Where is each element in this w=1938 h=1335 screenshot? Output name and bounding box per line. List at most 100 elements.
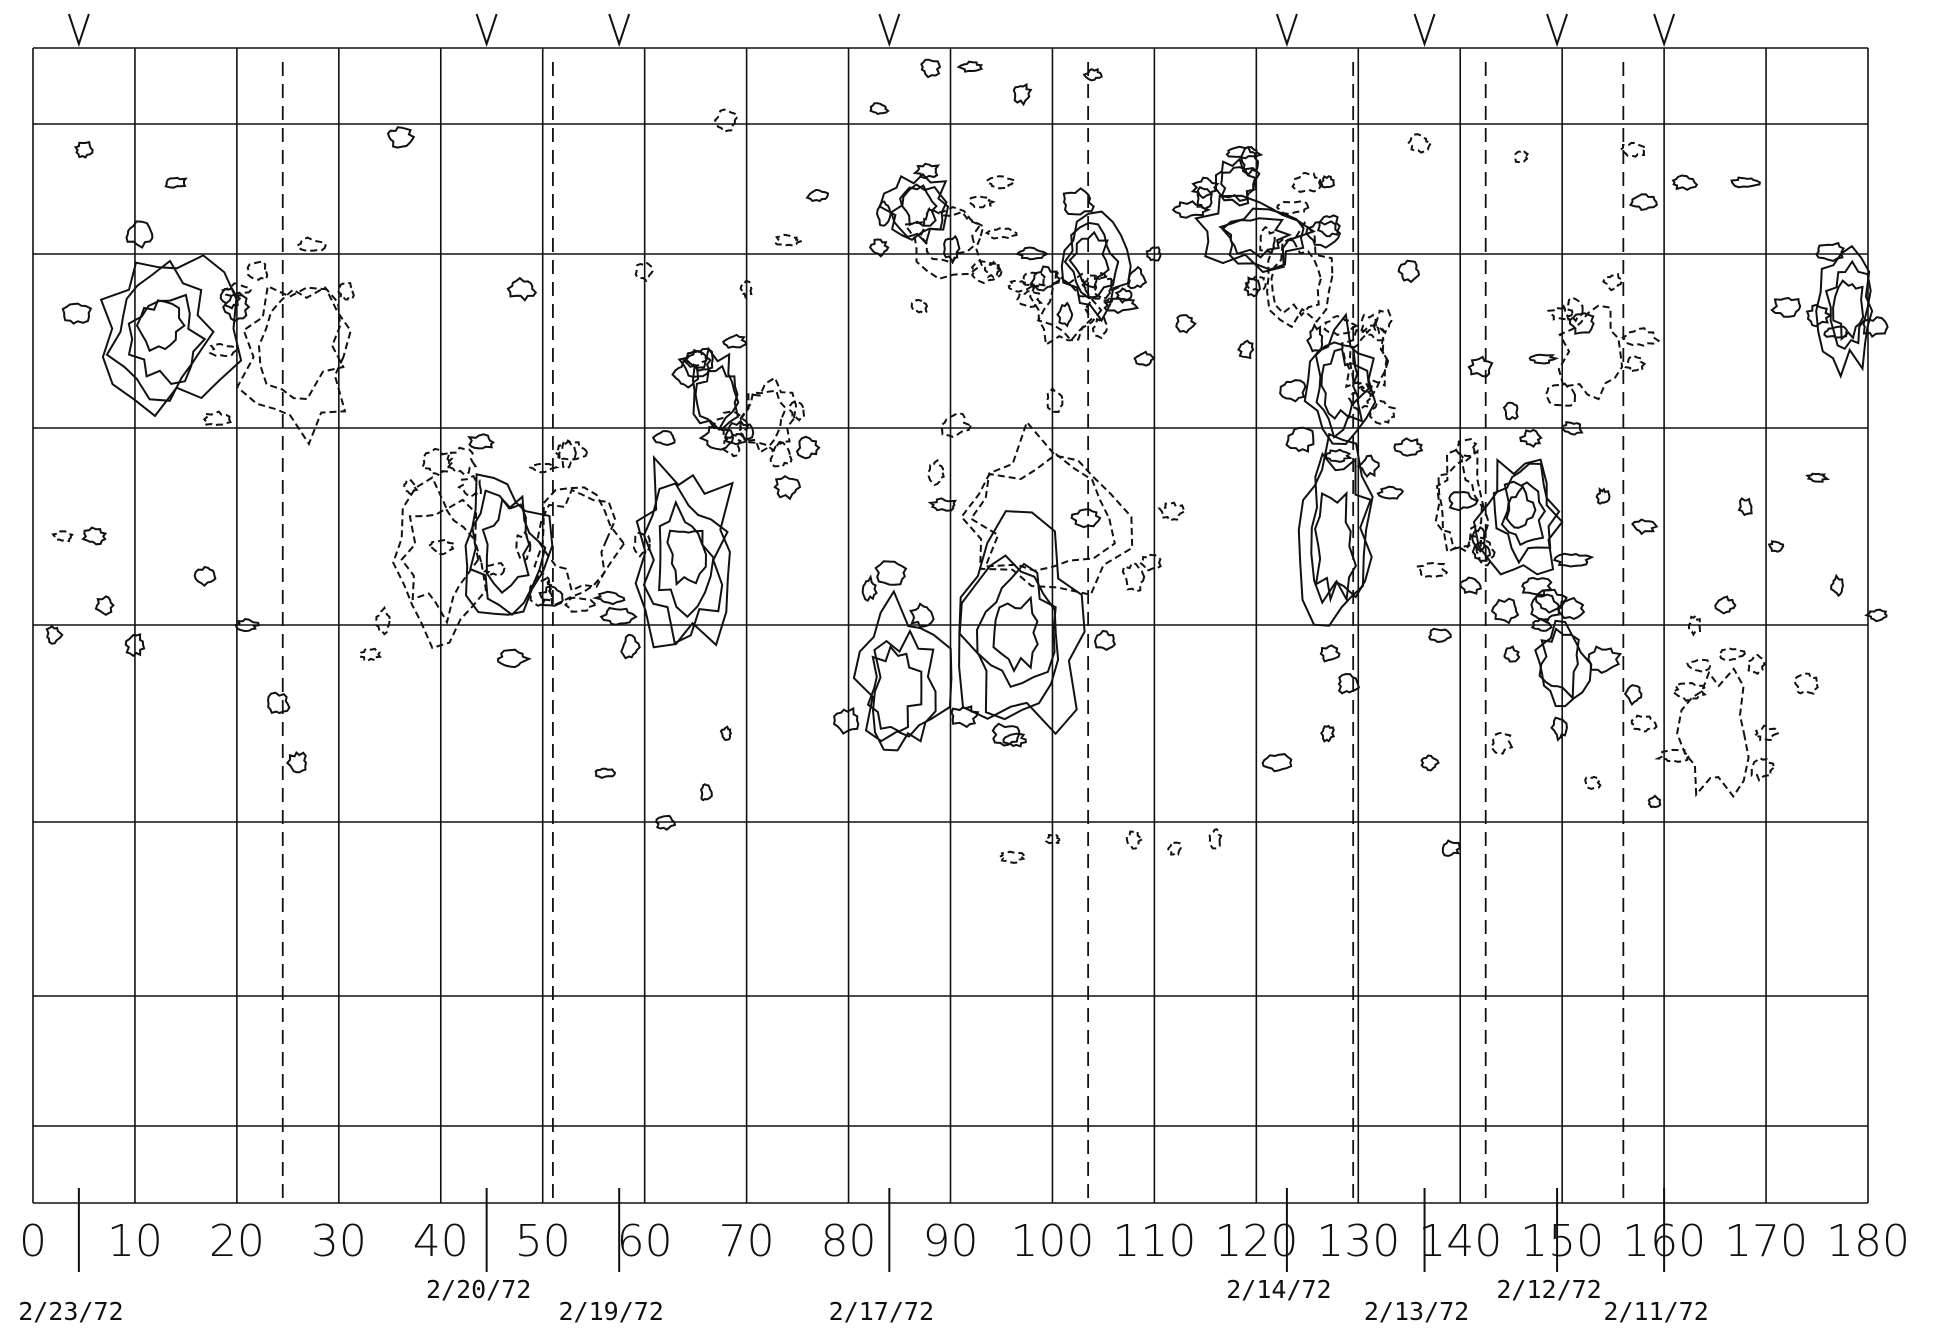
contour-speck-47	[1503, 645, 1521, 663]
contour-satellite-0-1	[219, 287, 242, 310]
contour-negative-3-level-1	[400, 507, 480, 625]
contour-satellite-6-3	[698, 426, 735, 451]
contour-satellite-23-0	[1815, 241, 1845, 262]
x-tick-label-80: 80	[821, 1216, 877, 1267]
contour-speck-25	[1133, 350, 1156, 367]
x-tick-label-30: 30	[311, 1216, 367, 1267]
contour-speck-31	[1360, 313, 1379, 335]
contour-satellite-18-1	[1279, 379, 1307, 403]
contour-positive-23-level-2	[1832, 279, 1865, 342]
contour-satellite-9-3	[984, 227, 1018, 240]
contour-satellite-19-0	[1369, 399, 1396, 425]
contour-negative-24-level-0	[1557, 304, 1624, 401]
contour-satellite-16-2	[1276, 200, 1310, 216]
contour-negative-3-level-0	[392, 476, 488, 650]
v-marker-3	[878, 13, 901, 48]
contour-satellite-17-2	[1240, 145, 1260, 177]
contour-satellite-1-3	[208, 342, 238, 358]
contour-satellite-6-4	[671, 358, 700, 389]
contour-speck-59	[1208, 828, 1223, 850]
contour-satellite-14-4	[950, 705, 980, 729]
contour-speck-67	[94, 595, 115, 616]
contour-satellite-19-2	[1347, 385, 1372, 413]
contour-satellite-24-5	[1624, 354, 1647, 374]
contour-satellite-8-1	[875, 200, 892, 227]
contour-positive-15-level-2	[1218, 217, 1293, 259]
contour-satellite-19-3	[1323, 314, 1359, 336]
x-tick-label-70: 70	[719, 1216, 775, 1267]
contour-speck-3	[506, 276, 538, 302]
contour-satellite-3-3	[447, 446, 478, 477]
contour-positive-15-level-0	[1194, 194, 1316, 274]
contour-satellite-20-2	[1376, 485, 1405, 500]
contour-negative-9-level-0	[903, 206, 985, 280]
contour-satellite-13-2	[1138, 553, 1162, 572]
contour-satellite-14-0	[832, 706, 860, 735]
v-marker-2	[608, 13, 631, 48]
contour-negative-16-level-0	[1266, 221, 1334, 329]
contour-positive-5-level-3	[666, 529, 708, 587]
contour-speck-81	[1489, 731, 1514, 755]
contour-speck-84	[1320, 724, 1336, 743]
contour-satellite-12-4	[1070, 508, 1102, 529]
contour-positive-0-level-3	[135, 299, 186, 353]
contour-speck-15	[719, 725, 733, 742]
contour-satellite-7-2	[788, 400, 806, 422]
contour-speck-19	[805, 188, 830, 203]
contour-speck-12	[594, 767, 617, 779]
contour-satellite-11-2	[1092, 271, 1115, 302]
contour-speck-80	[1623, 684, 1643, 707]
x-tick-label-160: 160	[1622, 1216, 1706, 1267]
contour-satellite-0-3	[125, 220, 154, 249]
contour-satellite-0-2	[61, 302, 93, 325]
date-label-5: 2/13/72	[1364, 1297, 1469, 1326]
contour-negative-4-level-1	[536, 488, 617, 592]
date-label-3: 2/17/72	[829, 1297, 934, 1326]
v-marker-4	[1275, 13, 1298, 48]
contour-speck-55	[1406, 133, 1433, 154]
contour-positive-18-level-0	[1303, 312, 1377, 446]
contour-speck-18	[773, 233, 806, 247]
contour-speck-35	[1628, 193, 1658, 211]
contour-speck-39	[1823, 325, 1849, 339]
v-marker-5	[1413, 13, 1436, 48]
contour-satellite-13-0	[1157, 501, 1186, 522]
contour-satellite-13-4	[939, 412, 973, 438]
contour-speck-58	[1166, 840, 1183, 856]
contour-speck-13	[699, 783, 713, 802]
contour-speck-42	[1714, 595, 1737, 615]
contour-negative-1-level-0	[236, 284, 352, 447]
contour-speck-32	[1467, 355, 1494, 378]
contour-satellite-23-2	[1862, 316, 1889, 339]
contour-speck-70	[267, 691, 291, 715]
contour-positive-17-level-1	[1220, 166, 1257, 203]
v-marker-7	[1653, 13, 1676, 48]
contour-speck-38	[1770, 296, 1802, 318]
contour-speck-50	[1428, 627, 1452, 644]
contour-speck-56	[1044, 833, 1062, 845]
contour-speck-94	[1082, 67, 1103, 82]
contour-satellite-5-2	[591, 590, 626, 606]
contour-satellite-3-0	[421, 447, 454, 477]
contour-speck-52	[1631, 518, 1659, 536]
date-marker-layer: 2/23/72 2/20/72 2/19/72 2/17/72 2/14/72 2/13/…	[18, 13, 1709, 1326]
contour-speck-45	[1630, 714, 1658, 733]
contour-speck-43	[1793, 672, 1819, 695]
contour-satellite-22-0	[1454, 437, 1478, 457]
contour-satellite-8-0	[912, 162, 941, 180]
contour-satellite-14-1	[908, 602, 935, 628]
contour-positive-14-level-1	[871, 628, 937, 752]
contour-speck-23	[956, 60, 984, 73]
grid-layer	[32, 47, 1869, 1204]
contour-speck-61	[773, 474, 802, 501]
contour-speck-17	[739, 280, 753, 299]
contour-speck-74	[1519, 428, 1543, 448]
contour-satellite-24-1	[1544, 382, 1577, 407]
contour-positive-0-level-0	[99, 254, 243, 418]
contour-satellite-11-5	[1091, 316, 1108, 340]
contour-speck-77	[1805, 472, 1831, 483]
contour-satellite-24-3	[1621, 327, 1661, 347]
contour-negative-11-level-1	[1036, 277, 1096, 342]
contour-satellite-13-1	[1046, 386, 1064, 414]
contour-speck-29	[1319, 175, 1336, 189]
